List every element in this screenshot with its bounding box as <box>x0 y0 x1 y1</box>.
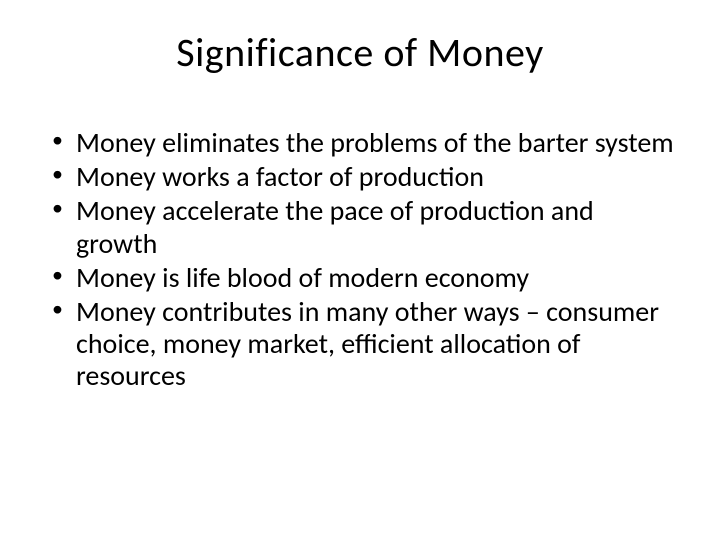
list-item: Money works a factor of production <box>48 161 680 193</box>
list-item: Money is life blood of modern economy <box>48 262 680 294</box>
slide-title: Significance of Money <box>40 28 680 77</box>
list-item: Money eliminates the problems of the bar… <box>48 127 680 159</box>
list-item: Money accelerate the pace of production … <box>48 195 680 259</box>
bullet-list: Money eliminates the problems of the bar… <box>40 127 680 393</box>
list-item: Money contributes in many other ways – c… <box>48 296 680 393</box>
